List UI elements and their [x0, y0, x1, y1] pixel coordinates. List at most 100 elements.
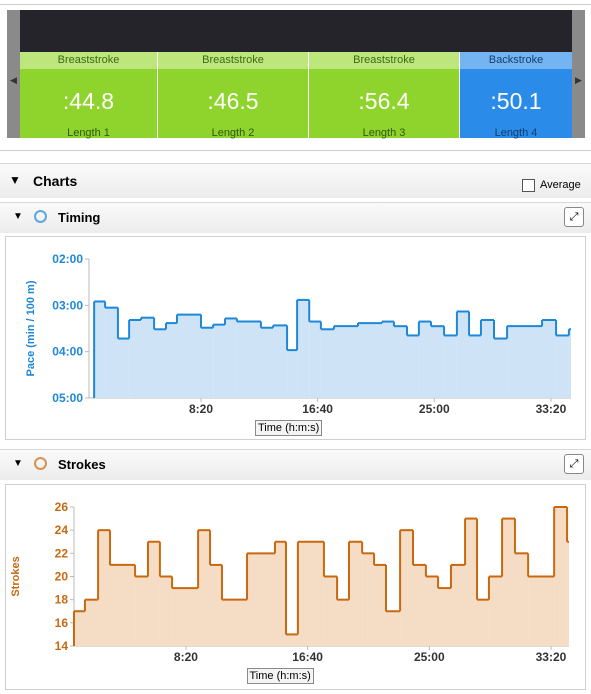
- length-tile[interactable]: Breaststroke:56.4 Length 3: [309, 52, 459, 139]
- length-time: :46.5: [207, 88, 259, 114]
- chart-box: 14 16 18 20 22 24 26 8:20 16:40 25:00 33:20 Strokes…: [5, 484, 586, 690]
- step-area: [165, 323, 177, 398]
- step-area: [374, 564, 386, 646]
- step-area: [200, 327, 214, 398]
- step-area: [275, 541, 286, 646]
- step-area: [260, 327, 274, 398]
- length-tile[interactable]: Breaststroke:44.8 Length 1: [20, 52, 157, 139]
- length-label: Length 1: [67, 127, 110, 139]
- collapse-icon[interactable]: ▼: [13, 458, 23, 469]
- step-area: [129, 320, 142, 398]
- expand-button[interactable]: ⤢: [564, 207, 584, 227]
- expand-button[interactable]: ⤢: [564, 454, 584, 474]
- x-tick-label: 16:40: [292, 650, 323, 664]
- step-area: [297, 299, 310, 398]
- step-area: [413, 564, 426, 646]
- x-tick-label: 33:20: [536, 402, 567, 416]
- y-tick-label: 26: [55, 500, 69, 514]
- step-area: [567, 541, 569, 646]
- x-tick-label: 8:20: [189, 402, 213, 416]
- step-area: [210, 564, 222, 646]
- step-area: [400, 530, 414, 646]
- step-area: [323, 576, 338, 646]
- length-label: Length 3: [362, 127, 406, 139]
- step-area: [333, 326, 358, 398]
- step-area: [213, 324, 226, 398]
- step-area: [556, 335, 569, 398]
- collapse-icon[interactable]: ▼: [13, 211, 23, 222]
- step-area: [542, 320, 557, 398]
- step-area: [456, 311, 470, 398]
- step-area: [477, 599, 489, 646]
- chart-icon: [34, 210, 47, 223]
- y-tick-label: 02:00: [52, 252, 83, 266]
- step-area: [154, 329, 166, 398]
- step-area: [221, 599, 248, 646]
- step-area: [444, 335, 457, 398]
- step-area: [297, 541, 324, 646]
- step-area: [382, 321, 394, 398]
- step-area: [94, 301, 106, 398]
- step-area: [285, 634, 298, 646]
- step-area: [84, 599, 99, 646]
- chart-title: Timing: [58, 210, 101, 225]
- step-area: [418, 321, 432, 398]
- step-area: [357, 323, 383, 398]
- y-tick-label: 22: [55, 546, 69, 560]
- step-area: [438, 588, 451, 646]
- y-tick-label: 20: [55, 570, 69, 584]
- lengths-strip: [7, 10, 585, 52]
- scroll-right[interactable]: ▶: [572, 10, 585, 138]
- y-tick-label: 03:00: [52, 298, 83, 312]
- step-area: [554, 507, 568, 646]
- step-area: [320, 329, 334, 398]
- step-area: [431, 326, 445, 398]
- x-axis-selector[interactable]: Time (h:m:s): [255, 420, 323, 436]
- step-area: [110, 564, 136, 646]
- average-checkbox[interactable]: [522, 179, 535, 192]
- chart: 02:00 03:00 04:00 05:00 8:20 16:40 25:00 33:20 P…: [25, 252, 571, 416]
- step-area: [349, 541, 363, 646]
- step-area: [507, 326, 543, 398]
- section-title: Charts: [33, 173, 78, 189]
- y-tick-label: 14: [55, 639, 69, 653]
- x-tick-label: 33:20: [536, 650, 567, 664]
- collapse-icon[interactable]: ▼: [9, 173, 21, 187]
- step-area: [337, 599, 349, 646]
- chart-title: Strokes: [58, 457, 106, 472]
- length-label: Length 2: [211, 127, 255, 139]
- step-area: [528, 576, 555, 646]
- y-tick-label: 24: [55, 523, 69, 537]
- step-area: [273, 325, 288, 398]
- step-area: [105, 307, 118, 398]
- step-area: [393, 326, 407, 398]
- step-area: [362, 553, 375, 646]
- length-time: :56.4: [358, 88, 410, 114]
- step-area: [465, 518, 478, 646]
- charts-header: ▼ Charts Average: [0, 163, 591, 198]
- stroke-label: Breaststroke: [20, 52, 157, 69]
- step-area: [502, 518, 515, 646]
- length-tile[interactable]: Backstroke:50.1 Length 4: [460, 52, 572, 139]
- step-area: [469, 335, 481, 398]
- step-area: [135, 576, 148, 646]
- step-area: [225, 318, 237, 398]
- step-area: [450, 564, 466, 646]
- scroll-left[interactable]: ◀: [7, 10, 20, 138]
- x-tick-label: 16:40: [302, 402, 333, 416]
- stroke-label: Backstroke: [460, 52, 572, 69]
- length-tile[interactable]: Breaststroke :46.5 Length 2: [158, 52, 308, 139]
- x-tick-label: 25:00: [419, 402, 450, 416]
- chart-icon: [34, 457, 47, 470]
- step-area: [198, 530, 211, 646]
- chart-header: ▼ Timing ⤢: [0, 202, 591, 233]
- length-label: Length 4: [494, 127, 538, 139]
- top-border: [0, 4, 591, 5]
- chart-box: 02:00 03:00 04:00 05:00 8:20 16:40 25:00 33:20 P…: [5, 236, 586, 440]
- x-axis-selector[interactable]: Time (h:m:s): [246, 668, 314, 684]
- stroke-label: Breaststroke: [158, 52, 308, 69]
- step-area: [74, 611, 85, 646]
- step-area: [568, 329, 571, 398]
- divider: [0, 150, 591, 151]
